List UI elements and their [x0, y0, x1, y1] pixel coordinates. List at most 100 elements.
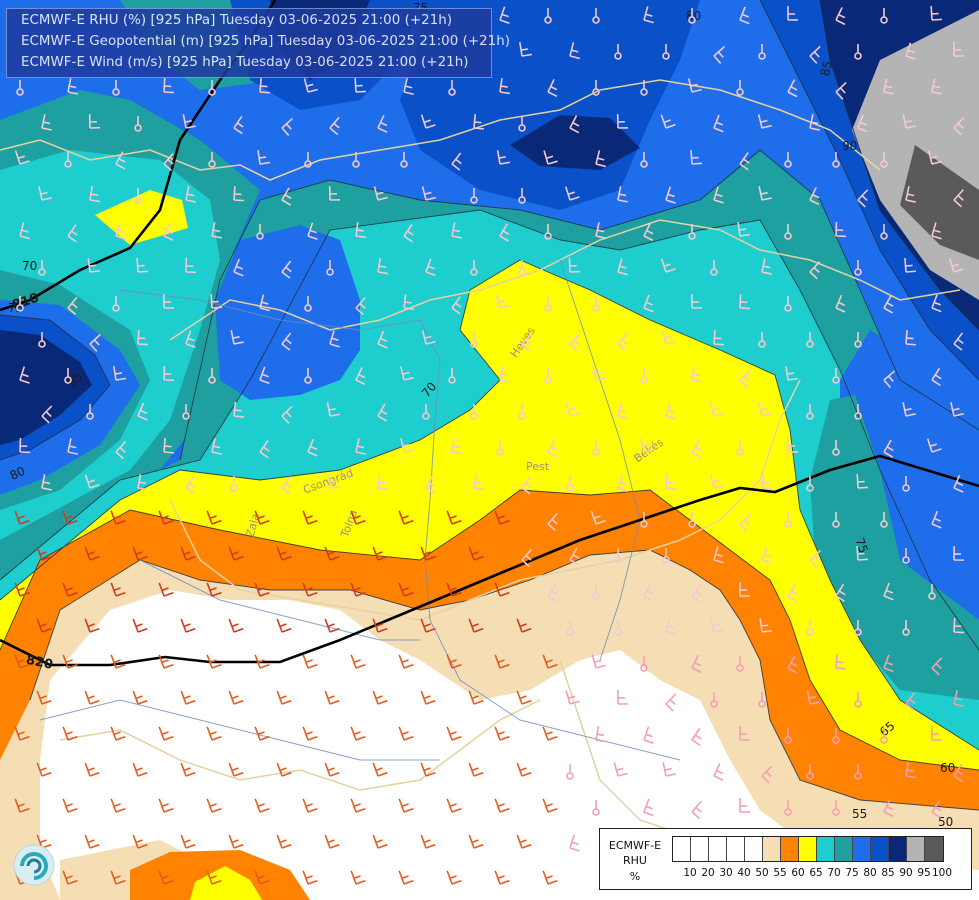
wind-barb: [617, 186, 628, 203]
wind-barb: [661, 330, 676, 345]
wind-barb: [499, 6, 510, 25]
wind-barb: [448, 368, 456, 384]
wind-barb: [592, 8, 600, 24]
wind-barb: [519, 42, 533, 57]
wind-barb: [494, 870, 510, 885]
contour-label: 85: [818, 59, 835, 77]
wind-barb: [350, 726, 366, 741]
wind-barb: [38, 332, 46, 348]
wind-barb: [569, 115, 580, 134]
wind-barb: [832, 728, 840, 744]
wind-barb: [757, 114, 772, 129]
wind-barb: [784, 296, 792, 312]
legend-tick-labels: 10 20 30 40 50 55 60 65 70 75 80 85 90 95 100: [672, 867, 972, 881]
wind-barb: [616, 113, 629, 129]
wind-barb: [62, 870, 78, 885]
wind-barb: [158, 582, 174, 597]
contour-label: 80: [8, 464, 28, 483]
wind-barb: [761, 546, 772, 565]
wind-barb: [640, 438, 654, 453]
wind-barb: [617, 332, 628, 352]
wind-barb: [543, 150, 558, 165]
wind-barb: [569, 834, 580, 852]
wind-barb: [640, 368, 648, 384]
wind-barb: [736, 80, 744, 96]
wind-barb: [595, 222, 606, 239]
wind-barb: [16, 80, 24, 96]
rhu-band-50: [40, 590, 979, 900]
wind-barb: [643, 726, 654, 744]
wind-barb: [134, 116, 142, 132]
legend-color-swatch: [925, 837, 943, 861]
wind-barb: [569, 333, 581, 352]
wind-barb: [398, 870, 414, 885]
wind-barb: [566, 620, 574, 636]
wind-barb: [854, 764, 862, 780]
wind-barb: [902, 402, 916, 417]
wind-barb: [787, 437, 799, 453]
wind-barb: [494, 798, 510, 813]
wind-barb: [564, 186, 580, 201]
wind-barb: [905, 692, 916, 711]
wind-barb: [953, 117, 965, 136]
wind-barb: [257, 150, 271, 165]
wind-barb: [355, 367, 366, 386]
wind-barb: [350, 654, 366, 669]
wind-barb: [592, 584, 600, 600]
wind-barb: [326, 260, 334, 276]
legend-tick-label: 50: [755, 867, 769, 879]
legend-tick-label: 20: [701, 867, 715, 879]
wind-barb: [565, 402, 580, 417]
wind-barb: [377, 258, 388, 275]
wind-barb: [883, 654, 894, 673]
wind-barb: [230, 476, 238, 492]
wind-barb: [281, 260, 292, 279]
wind-barb: [324, 690, 340, 705]
wind-barb: [739, 6, 750, 25]
rhu-band-90-southwest: [0, 330, 92, 445]
wind-barb: [110, 582, 126, 597]
wind-barb: [688, 512, 696, 528]
wind-barb: [758, 186, 772, 201]
wind-barb: [759, 618, 773, 633]
wind-barb: [854, 404, 862, 420]
wind-barb: [307, 222, 318, 240]
wind-barb: [132, 834, 148, 849]
wind-barb: [88, 113, 101, 129]
wind-barb: [307, 438, 318, 457]
contour-label: 80: [686, 9, 701, 23]
rhu-contour-65: [0, 259, 979, 751]
wind-barb: [832, 440, 840, 456]
wind-barb: [544, 8, 552, 24]
wind-barb: [324, 762, 340, 777]
rhu-band-100-east: [900, 145, 979, 260]
wind-barb: [110, 726, 126, 741]
wind-barb: [137, 329, 149, 346]
wind-barb: [688, 8, 696, 24]
wind-barb: [880, 224, 888, 240]
wind-barb: [302, 654, 318, 669]
legend-tick-label: 30: [719, 867, 733, 879]
wind-barb: [350, 582, 366, 597]
border-north: [0, 79, 881, 181]
wind-barb: [14, 150, 30, 165]
legend-tick-label: 60: [791, 867, 805, 879]
wind-barb: [110, 510, 126, 525]
wind-barb: [36, 690, 52, 705]
wind-barb: [547, 439, 558, 458]
wind-barb: [691, 727, 702, 747]
wind-barb: [233, 185, 245, 202]
wind-barb: [354, 77, 367, 93]
wind-barb: [254, 798, 270, 813]
legend-color-swatch: [727, 837, 745, 861]
wind-barb: [809, 187, 820, 206]
wind-barb: [206, 726, 222, 741]
wind-barb: [544, 224, 552, 240]
wind-barb: [662, 548, 670, 564]
wind-barb: [206, 582, 222, 597]
wind-barb: [591, 654, 606, 669]
wind-barb: [14, 726, 30, 741]
legend-title-model: ECMWF-E: [608, 839, 662, 852]
wind-barb: [36, 762, 52, 777]
